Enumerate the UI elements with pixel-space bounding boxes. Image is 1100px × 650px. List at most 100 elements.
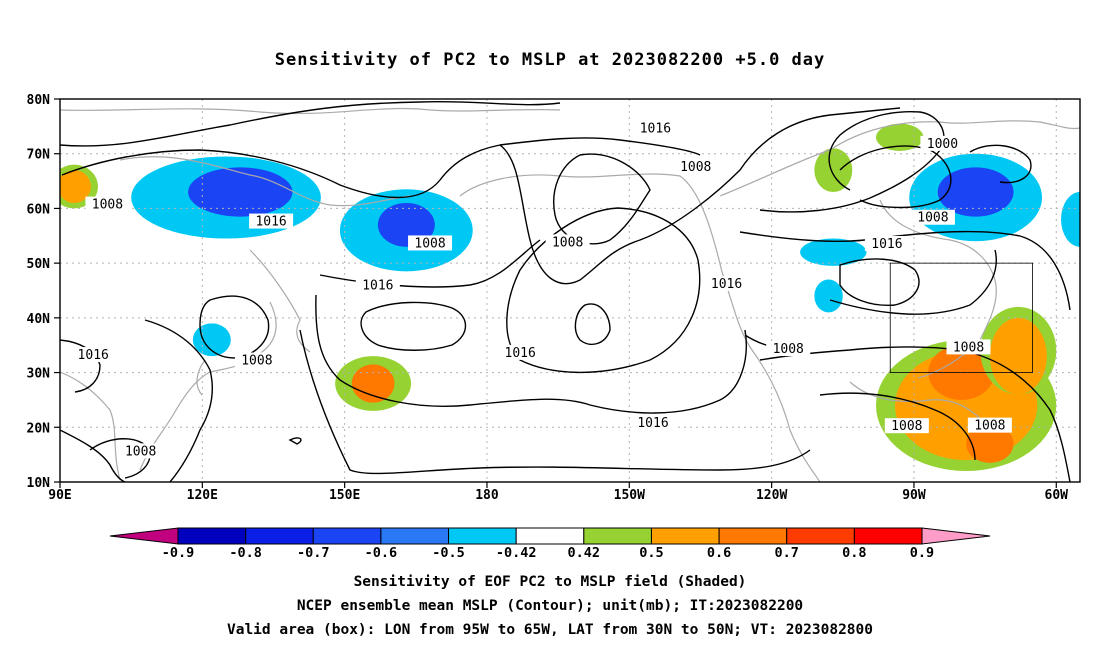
lon-tick-label: 90E [48, 488, 71, 503]
shade-region-1 [188, 167, 293, 217]
colorbar-tick-label: 0.6 [707, 545, 731, 561]
lon-tick-label: 180 [475, 488, 499, 503]
contour-label-bg [884, 418, 929, 434]
contour-label-bg [249, 213, 294, 229]
lon-tick-label: 150E [329, 488, 360, 503]
contour-label: 1008 [241, 354, 272, 369]
caption-line-2: NCEP ensemble mean MSLP (Contour); unit(… [296, 598, 804, 614]
lon-tick-label: 120W [756, 488, 787, 503]
shade-region-11 [876, 123, 924, 151]
map-title: Sensitivity of PC2 to MSLP at 2023082200… [274, 50, 826, 70]
colorbar-segment [786, 527, 855, 545]
valid-area-box [889, 262, 1033, 373]
contour-label-bg [910, 209, 955, 225]
lon-tick-label: 150W [614, 488, 645, 503]
contour-label-bg [864, 235, 909, 251]
shade-region-13 [60, 170, 91, 203]
colorbar-tick-label: 0.5 [639, 545, 663, 561]
lat-tick-label: 30N [27, 367, 51, 382]
contour-label: 1016 [362, 279, 393, 294]
colorbar-segment [583, 527, 652, 545]
contour-label: 1008 [552, 235, 583, 250]
caption-line-1: Sensitivity of EOF PC2 to MSLP field (Sh… [353, 574, 747, 590]
colorbar-segment [245, 527, 314, 545]
colorbar-segment [718, 527, 788, 545]
contour-label-bg [408, 235, 453, 251]
contour-label: 1008 [414, 236, 445, 251]
shade-region-7 [800, 238, 867, 266]
shade-region-8 [814, 279, 843, 313]
lat-tick-label: 40N [27, 312, 51, 327]
colorbar-segment [312, 527, 382, 545]
contour-label-bg [704, 275, 749, 291]
colorbar-tick-label: 0.7 [775, 545, 799, 561]
contour-label-bg [355, 277, 400, 293]
colorbar: -0.9 -0.8 -0.7 -0.6 -0.5 -0.42 0.42 0.5 0.6 0.7 0.… [109, 527, 991, 561]
colorbar-segment [177, 527, 247, 545]
contour-label: 1008 [125, 444, 156, 459]
colorbar-tick-label: -0.9 [162, 545, 195, 561]
contour-label: 1008 [953, 340, 984, 355]
contour-label: 1008 [917, 211, 948, 226]
shade-region-6 [1061, 192, 1080, 247]
shade-region-21 [989, 317, 1047, 395]
lat-tick-label: 70N [27, 148, 51, 163]
shade-region-10 [814, 148, 853, 193]
shade-region-5 [937, 167, 1014, 217]
contour-label: 1008 [891, 419, 922, 434]
contour-label-bg [766, 341, 811, 357]
colorbar-tick-label: -0.8 [229, 545, 262, 561]
colorbar-tick-label: 0.42 [568, 545, 601, 561]
lat-tick-label: 60N [27, 202, 51, 217]
plot-frame [59, 98, 1081, 483]
colorbar-segment [515, 527, 585, 545]
colorbar-right-arrow [921, 527, 991, 545]
contour-label-bg [118, 443, 163, 459]
contour-label-bg [967, 417, 1012, 433]
contour-label-bg [545, 234, 590, 250]
colorbar-tick-label: -0.7 [297, 545, 330, 561]
shade-region-15 [351, 364, 395, 403]
colorbar-segment [853, 527, 923, 545]
lat-tick-label: 80N [27, 93, 51, 108]
contour-label-bg [633, 120, 678, 136]
contour-label-bg [71, 347, 116, 363]
contour-label: 1016 [637, 416, 668, 431]
contour-label-bg [946, 339, 991, 355]
contour-label-bg [85, 196, 130, 212]
colorbar-tick-label: 0.8 [842, 545, 866, 561]
lon-tick-label: 120E [187, 488, 218, 503]
lat-tick-label: 20N [27, 421, 51, 436]
contour-label: 1016 [640, 122, 671, 137]
contour-labels: 1016 1008 1000 1008 1016 1008 1016 1008 1008 1016… [71, 120, 1012, 459]
colorbar-tick-label: -0.5 [432, 545, 465, 561]
shade-region-19 [966, 424, 1014, 463]
contour-label-bg [920, 135, 965, 151]
lat-tick-label: 10N [27, 476, 51, 491]
contour-label: 1016 [78, 348, 109, 363]
colorbar-segment [650, 527, 720, 545]
contour-label-bg [498, 344, 543, 360]
contour-label: 1008 [680, 160, 711, 175]
colorbar-segment [380, 527, 450, 545]
colorbar-tick-label: -0.6 [365, 545, 398, 561]
contour-label: 1008 [92, 198, 123, 213]
contour-label-bg [631, 414, 676, 430]
lon-tick-label: 60W [1045, 488, 1069, 503]
contour-label-bg [234, 352, 279, 368]
lat-tick-label: 50N [27, 257, 51, 272]
contour-label: 1008 [974, 419, 1005, 434]
colorbar-left-arrow [109, 527, 179, 545]
sensitivity-shading [60, 123, 1080, 472]
colorbar-tick-label: -0.42 [496, 545, 537, 561]
shade-region-9 [192, 323, 231, 357]
contour-label: 1016 [505, 346, 536, 361]
colorbar-segment [448, 527, 517, 545]
contour-label-bg [673, 158, 718, 174]
caption-line-3: Valid area (box): LON from 95W to 65W, L… [226, 622, 873, 638]
contour-label: 1000 [927, 137, 958, 152]
lon-tick-label: 90W [902, 488, 926, 503]
contour-label: 1016 [711, 277, 742, 292]
